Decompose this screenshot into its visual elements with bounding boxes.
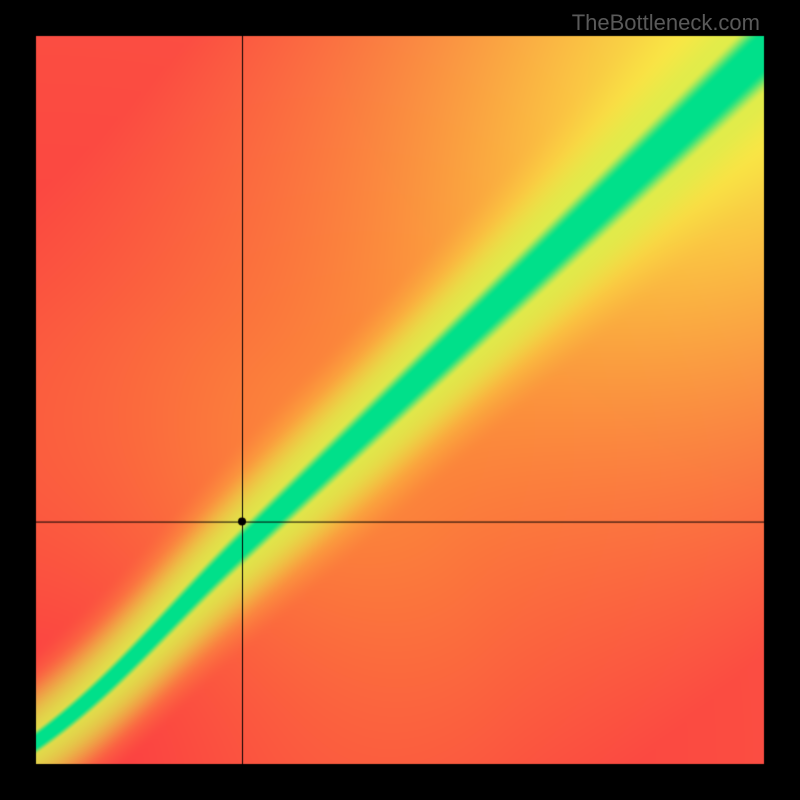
chart-container: TheBottleneck.com (0, 0, 800, 800)
watermark-text: TheBottleneck.com (572, 10, 760, 36)
heatmap-canvas (0, 0, 800, 800)
